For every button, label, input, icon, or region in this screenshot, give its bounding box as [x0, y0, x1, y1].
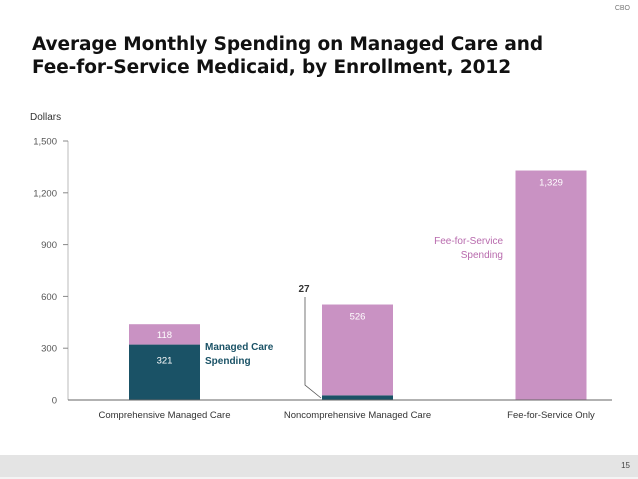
y-tick-label: 0 [52, 396, 57, 407]
series-label-managed-care-line-2: Spending [205, 356, 251, 367]
bar-fee-for-service [129, 324, 200, 345]
series-label-fee-for-service-line-2: Spending [461, 250, 503, 261]
callout-leader-line [304, 297, 322, 399]
series-label-managed-care-line-1: Managed Care [205, 342, 274, 353]
y-tick-label: 900 [41, 240, 57, 251]
bar-managed-care [322, 395, 393, 400]
y-tick-label: 1,500 [33, 137, 57, 148]
bar-managed-care [129, 344, 200, 400]
page-number: 15 [621, 461, 630, 470]
y-axis-label: Dollars [30, 112, 62, 123]
bar-fee-for-service [515, 170, 587, 400]
footer-divider [0, 477, 638, 479]
callout-label-managed-care: 27 [298, 284, 310, 295]
data-label-fee-for-service: 1,329 [539, 178, 563, 189]
x-tick-label: Fee-for-Service Only [507, 410, 595, 421]
bar-fee-for-service [322, 304, 393, 396]
y-tick-label: 300 [41, 344, 57, 355]
footer-bar: 15 [0, 455, 638, 477]
series-label-fee-for-service-line-1: Fee-for-Service [434, 236, 503, 247]
brand-label: CBO [614, 5, 630, 12]
y-tick-label: 1,200 [33, 188, 57, 199]
data-label-fee-for-service: 526 [350, 312, 366, 323]
title-line-2: Fee-for-Service Medicaid, by Enrollment,… [32, 57, 511, 78]
data-label-fee-for-service: 118 [157, 330, 172, 341]
chart-title: Average Monthly Spending on Managed Care… [32, 33, 543, 79]
x-tick-label: Comprehensive Managed Care [98, 410, 230, 421]
title-line-1: Average Monthly Spending on Managed Care… [32, 34, 543, 55]
x-tick-label: Noncomprehensive Managed Care [284, 410, 431, 421]
bar-chart: 0 300 600 900 1,200 1,500 118 321 Comprehensive … [33, 137, 612, 421]
data-label-managed-care: 321 [157, 356, 173, 367]
y-tick-label: 600 [41, 292, 57, 303]
